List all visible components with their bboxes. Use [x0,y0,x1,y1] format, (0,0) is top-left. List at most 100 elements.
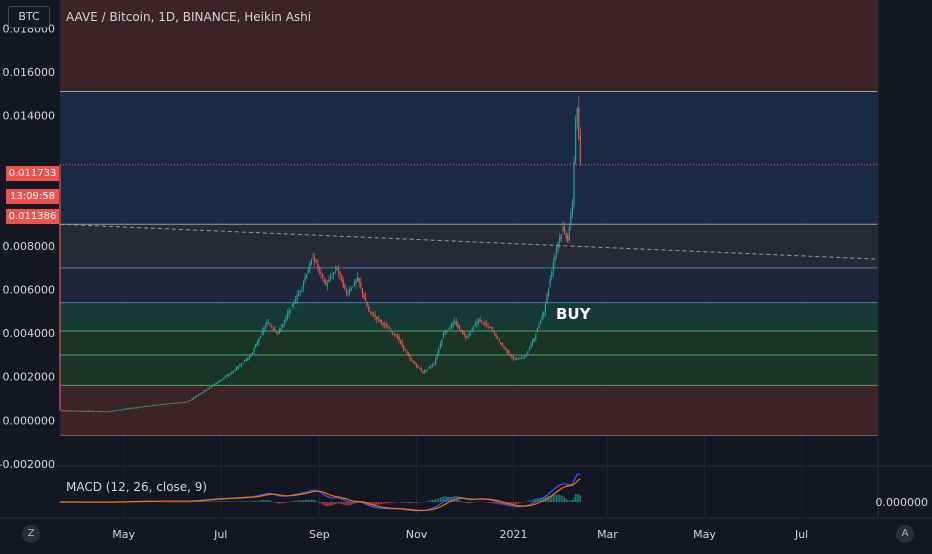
candle-body [156,405,157,406]
macd-histogram-bar [521,502,522,503]
candle-body [325,281,326,285]
macd-histogram-bar [235,501,236,502]
candle-body [448,329,449,330]
candle-body [174,403,175,404]
macd-histogram-bar [217,501,218,502]
y-tick-label: 0.004000 [3,327,56,340]
candle-body [71,411,72,412]
macd-histogram-bar [231,501,232,502]
candle-body [413,361,414,362]
candle-body [158,405,159,406]
candle-body [239,365,240,366]
y-tick-label: 0.002000 [3,371,56,384]
countdown-tag: 13:09:58 [6,189,59,204]
candle-body [123,409,124,410]
candle-body [93,411,94,412]
candle-body [247,358,248,360]
macd-histogram-bar [461,501,462,502]
macd-histogram-bar [268,500,269,502]
macd-histogram-bar [332,502,333,505]
candle-body [478,319,479,323]
candle-body [77,411,78,412]
macd-histogram-bar [416,502,417,503]
macd-histogram-bar [513,502,514,504]
macd-histogram-bar [313,500,314,502]
candle-body [231,372,232,374]
candle-body [540,321,541,323]
macd-histogram-bar [343,502,344,505]
y-tick-label: -0.002000 [0,458,55,471]
candle-body [535,334,536,338]
candle-body [405,349,406,351]
candle-body [435,359,436,364]
candle-body [98,411,99,412]
candle-body [102,411,103,412]
candle-body [417,365,418,367]
macd-histogram-bar [257,501,258,502]
candle-body [249,356,250,358]
macd-histogram-bar [298,500,299,502]
candle-body [553,263,554,271]
candle-body [569,228,570,241]
macd-histogram-bar [320,502,321,504]
candle-body [320,272,321,273]
candle-body [279,329,280,332]
macd-histogram-bar [306,500,307,502]
macd-histogram-bar [384,502,385,504]
candle-body [347,293,348,294]
auto-scale-button[interactable]: A [896,525,914,543]
candle-body [155,405,156,406]
candle-body [421,369,422,371]
candle-body [144,406,145,407]
macd-histogram-bar [465,502,466,503]
candle-body [550,279,551,287]
candle-body [516,358,517,359]
candle-body [300,291,301,292]
candle-body [69,411,70,412]
candle-body [80,411,81,412]
candle-body [481,320,482,321]
macd-histogram-bar [260,500,261,502]
candle-body [534,338,535,341]
candle-body [121,409,122,410]
zoom-button[interactable]: Z [22,525,40,543]
macd-histogram-bar [469,502,470,503]
symbol-button[interactable]: BTC [8,6,50,28]
macd-histogram-bar [212,501,213,502]
macd-histogram-bar [330,502,331,506]
candle-body [438,348,439,353]
macd-histogram-bar [336,502,337,504]
macd-histogram-bar [459,500,460,502]
candle-body [562,228,563,231]
candle-body [109,411,110,412]
candle-body [129,408,130,409]
candle-body [343,280,344,287]
candle-body [82,411,83,412]
candle-body [387,327,388,328]
macd-histogram-bar [402,502,403,503]
candle-body [312,259,313,260]
macd-histogram-bar [346,502,347,506]
candle-body [308,270,309,274]
candle-body [470,332,471,333]
candle-body [74,411,75,412]
candle-body [211,386,212,387]
candle-body [223,378,224,379]
macd-histogram-bar [301,500,302,502]
candle-body [234,370,235,371]
candle-body [554,255,555,261]
macd-histogram-bar [405,502,406,503]
candle-body [149,406,150,407]
macd-histogram-bar [239,501,240,502]
candle-body [484,322,485,324]
candle-body [519,359,520,360]
candle-body [460,330,461,332]
candle-body [241,364,242,365]
x-tick-label: 2021 [500,528,528,541]
candle-body [297,295,298,300]
candle-body [104,412,105,413]
candle-body [430,366,431,367]
macd-histogram-bar [410,502,411,503]
